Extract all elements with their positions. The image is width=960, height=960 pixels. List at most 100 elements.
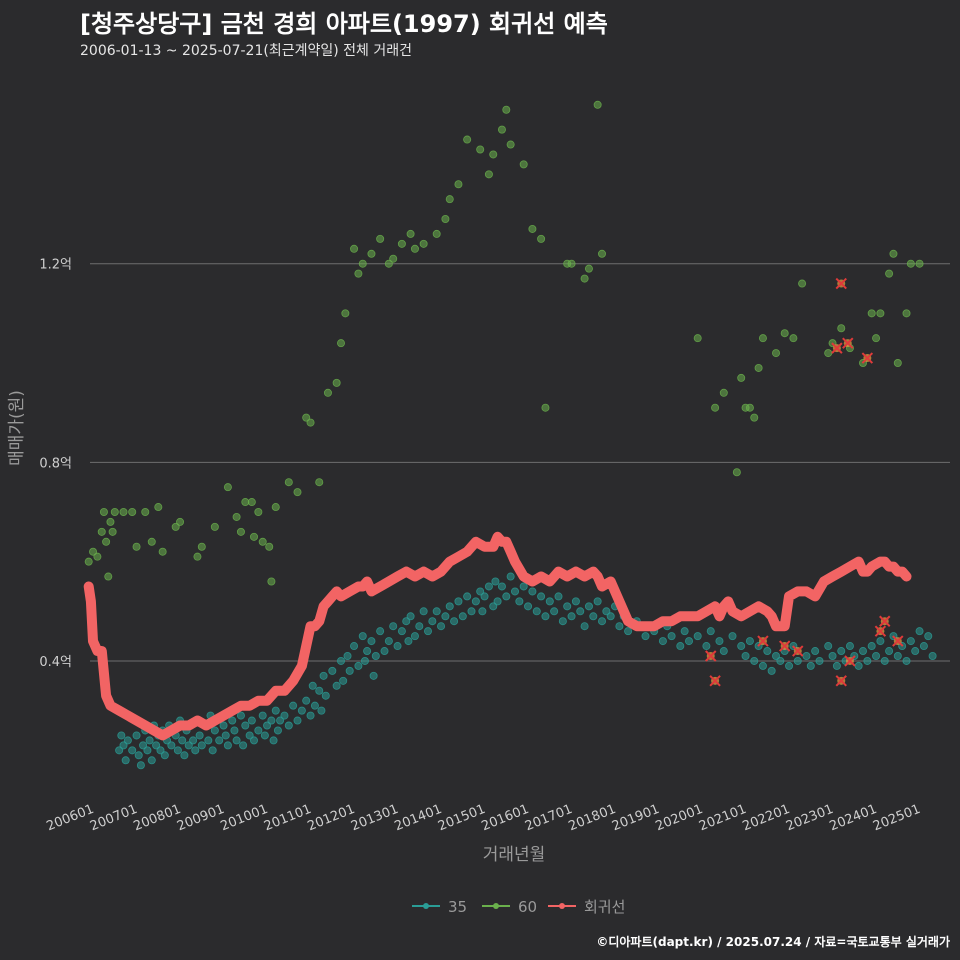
- point-35: [863, 656, 872, 665]
- point-60: [367, 249, 376, 258]
- point-35: [302, 696, 311, 705]
- point-35: [239, 741, 248, 750]
- point-60: [254, 507, 263, 516]
- point-35: [423, 627, 432, 636]
- point-60: [247, 498, 256, 507]
- legend-item: 35: [412, 898, 467, 916]
- point-35: [339, 676, 348, 685]
- point-35: [267, 716, 276, 725]
- point-60: [265, 542, 274, 551]
- point-35: [419, 607, 428, 616]
- point-35: [906, 637, 915, 646]
- point-60: [128, 507, 137, 516]
- point-60: [441, 215, 450, 224]
- point-60: [497, 125, 506, 134]
- point-35: [160, 751, 169, 760]
- point-35: [332, 681, 341, 690]
- point-60: [872, 334, 881, 343]
- point-60: [906, 259, 915, 268]
- point-60: [528, 224, 537, 233]
- point-35: [273, 726, 282, 735]
- point-35: [741, 651, 750, 660]
- point-35: [289, 701, 298, 710]
- point-35: [880, 656, 889, 665]
- point-35: [195, 731, 204, 740]
- point-35: [837, 647, 846, 656]
- predicted-marker: [842, 337, 854, 349]
- point-35: [204, 736, 213, 745]
- point-60: [419, 239, 428, 248]
- point-35: [410, 632, 419, 641]
- point-35: [450, 617, 459, 626]
- predicted-marker: [835, 277, 847, 290]
- point-60: [389, 254, 398, 263]
- point-60: [332, 378, 341, 387]
- point-35: [580, 622, 589, 631]
- point-35: [528, 587, 537, 596]
- regression-layer: [83, 531, 912, 741]
- point-60: [232, 512, 241, 521]
- point-35: [867, 642, 876, 651]
- point-35: [928, 651, 937, 660]
- point-60: [293, 488, 302, 497]
- point-35: [404, 637, 413, 646]
- x-tick-label: 201801: [567, 802, 619, 835]
- point-60: [176, 517, 185, 526]
- point-35: [321, 691, 330, 700]
- point-60: [772, 349, 781, 358]
- point-60: [837, 324, 846, 333]
- point-60: [580, 274, 589, 283]
- point-35: [241, 721, 250, 730]
- x-tick-label: 200801: [132, 802, 184, 835]
- point-35: [371, 651, 380, 660]
- point-35: [369, 671, 378, 680]
- point-60: [210, 522, 219, 531]
- point-35: [230, 726, 239, 735]
- point-35: [510, 587, 519, 596]
- point-35: [480, 592, 489, 601]
- point-35: [571, 597, 580, 606]
- point-35: [189, 736, 198, 745]
- point-60: [750, 413, 759, 422]
- point-60: [84, 557, 93, 566]
- point-35: [306, 711, 315, 720]
- point-60: [902, 309, 911, 318]
- point-35: [615, 622, 624, 631]
- point-35: [358, 632, 367, 641]
- point-60: [384, 259, 393, 268]
- x-tick-label: 202401: [828, 802, 880, 835]
- x-tick-label: 201201: [306, 802, 358, 835]
- point-60: [119, 507, 128, 516]
- point-35: [478, 607, 487, 616]
- point-60: [267, 577, 276, 586]
- y-axis-ticks: 0.4억 0.8억 1.2억: [39, 258, 72, 670]
- point-35: [360, 656, 369, 665]
- point-35: [432, 607, 441, 616]
- point-35: [145, 736, 154, 745]
- point-35: [676, 642, 685, 651]
- point-60: [484, 170, 493, 179]
- point-60: [99, 507, 108, 516]
- point-60: [132, 542, 141, 551]
- point-35: [128, 746, 137, 755]
- point-60: [476, 145, 485, 154]
- predicted-markers: [705, 277, 904, 687]
- predicted-marker: [831, 342, 843, 354]
- point-35: [345, 666, 354, 675]
- point-60: [236, 527, 245, 536]
- point-60: [315, 478, 324, 487]
- point-60: [584, 264, 593, 273]
- point-35: [308, 681, 317, 690]
- point-35: [924, 632, 933, 641]
- point-60: [306, 418, 315, 427]
- point-35: [776, 656, 785, 665]
- point-35: [541, 612, 550, 621]
- point-35: [793, 656, 802, 665]
- point-60: [798, 279, 807, 288]
- y-tick-label: 1.2억: [39, 258, 72, 273]
- point-35: [215, 736, 224, 745]
- point-60: [271, 503, 280, 512]
- point-35: [397, 627, 406, 636]
- point-60: [502, 105, 511, 114]
